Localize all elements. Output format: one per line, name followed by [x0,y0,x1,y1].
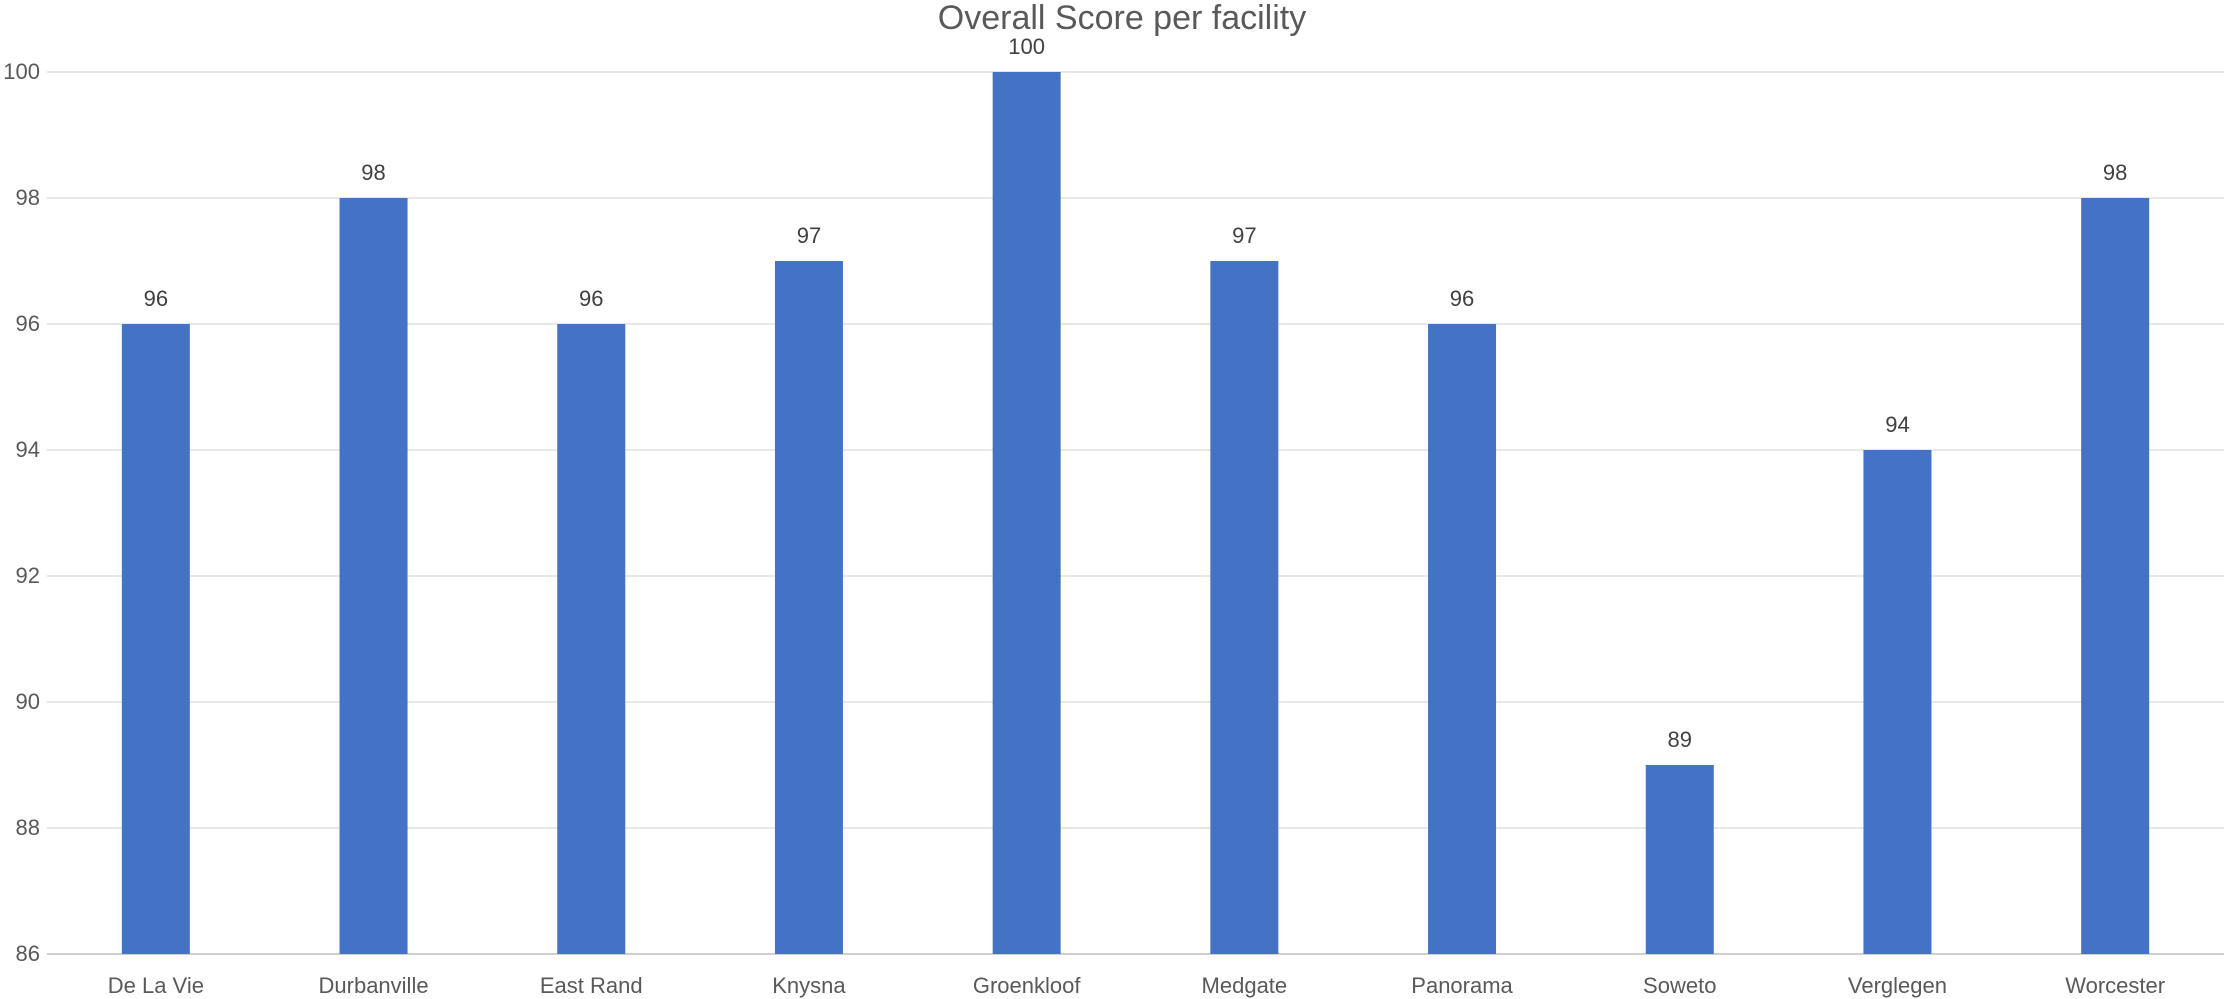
bar [774,261,843,954]
bar [1645,765,1714,954]
x-tick-label: East Rand [540,973,643,998]
bar [992,72,1061,954]
y-tick-label: 100 [3,59,40,84]
bars [121,72,2150,954]
y-tick-label: 96 [16,311,40,336]
y-tick-label: 86 [16,941,40,966]
x-axis-tick-labels: De La Vie Durbanville East Rand Knysna Groen… [108,973,2165,998]
data-label: 94 [1885,412,1909,437]
bar [121,324,190,954]
bar [557,324,626,954]
bar [1210,261,1279,954]
data-label: 96 [1450,286,1474,311]
y-tick-label: 98 [16,185,40,210]
x-tick-label: Medgate [1202,973,1288,998]
data-label: 89 [1668,727,1692,752]
bar [2081,198,2150,954]
x-tick-label: Soweto [1643,973,1716,998]
y-axis-tick-labels: 86 88 90 92 94 96 98 100 [3,59,40,966]
data-labels: 96 98 96 97 100 97 96 89 94 98 [144,34,2128,752]
data-label: 98 [361,160,385,185]
x-tick-label: Worcester [2065,973,2165,998]
data-label: 100 [1008,34,1045,59]
x-tick-label: Durbanville [319,973,429,998]
x-tick-label: Knysna [772,973,846,998]
data-label: 97 [1232,223,1256,248]
gridlines [47,71,2224,955]
bar [339,198,408,954]
data-label: 96 [144,286,168,311]
chart-title: Overall Score per facility [938,0,1306,37]
y-tick-label: 88 [16,815,40,840]
data-label: 97 [797,223,821,248]
x-tick-label: Panorama [1411,973,1513,998]
y-tick-label: 90 [16,689,40,714]
x-tick-label: Verglegen [1848,973,1947,998]
y-tick-label: 92 [16,563,40,588]
x-tick-label: De La Vie [108,973,204,998]
data-label: 98 [2103,160,2127,185]
data-label: 96 [579,286,603,311]
y-tick-label: 94 [16,437,40,462]
bar [1863,450,1932,954]
x-tick-label: Groenkloof [973,973,1082,998]
bar [1428,324,1497,954]
